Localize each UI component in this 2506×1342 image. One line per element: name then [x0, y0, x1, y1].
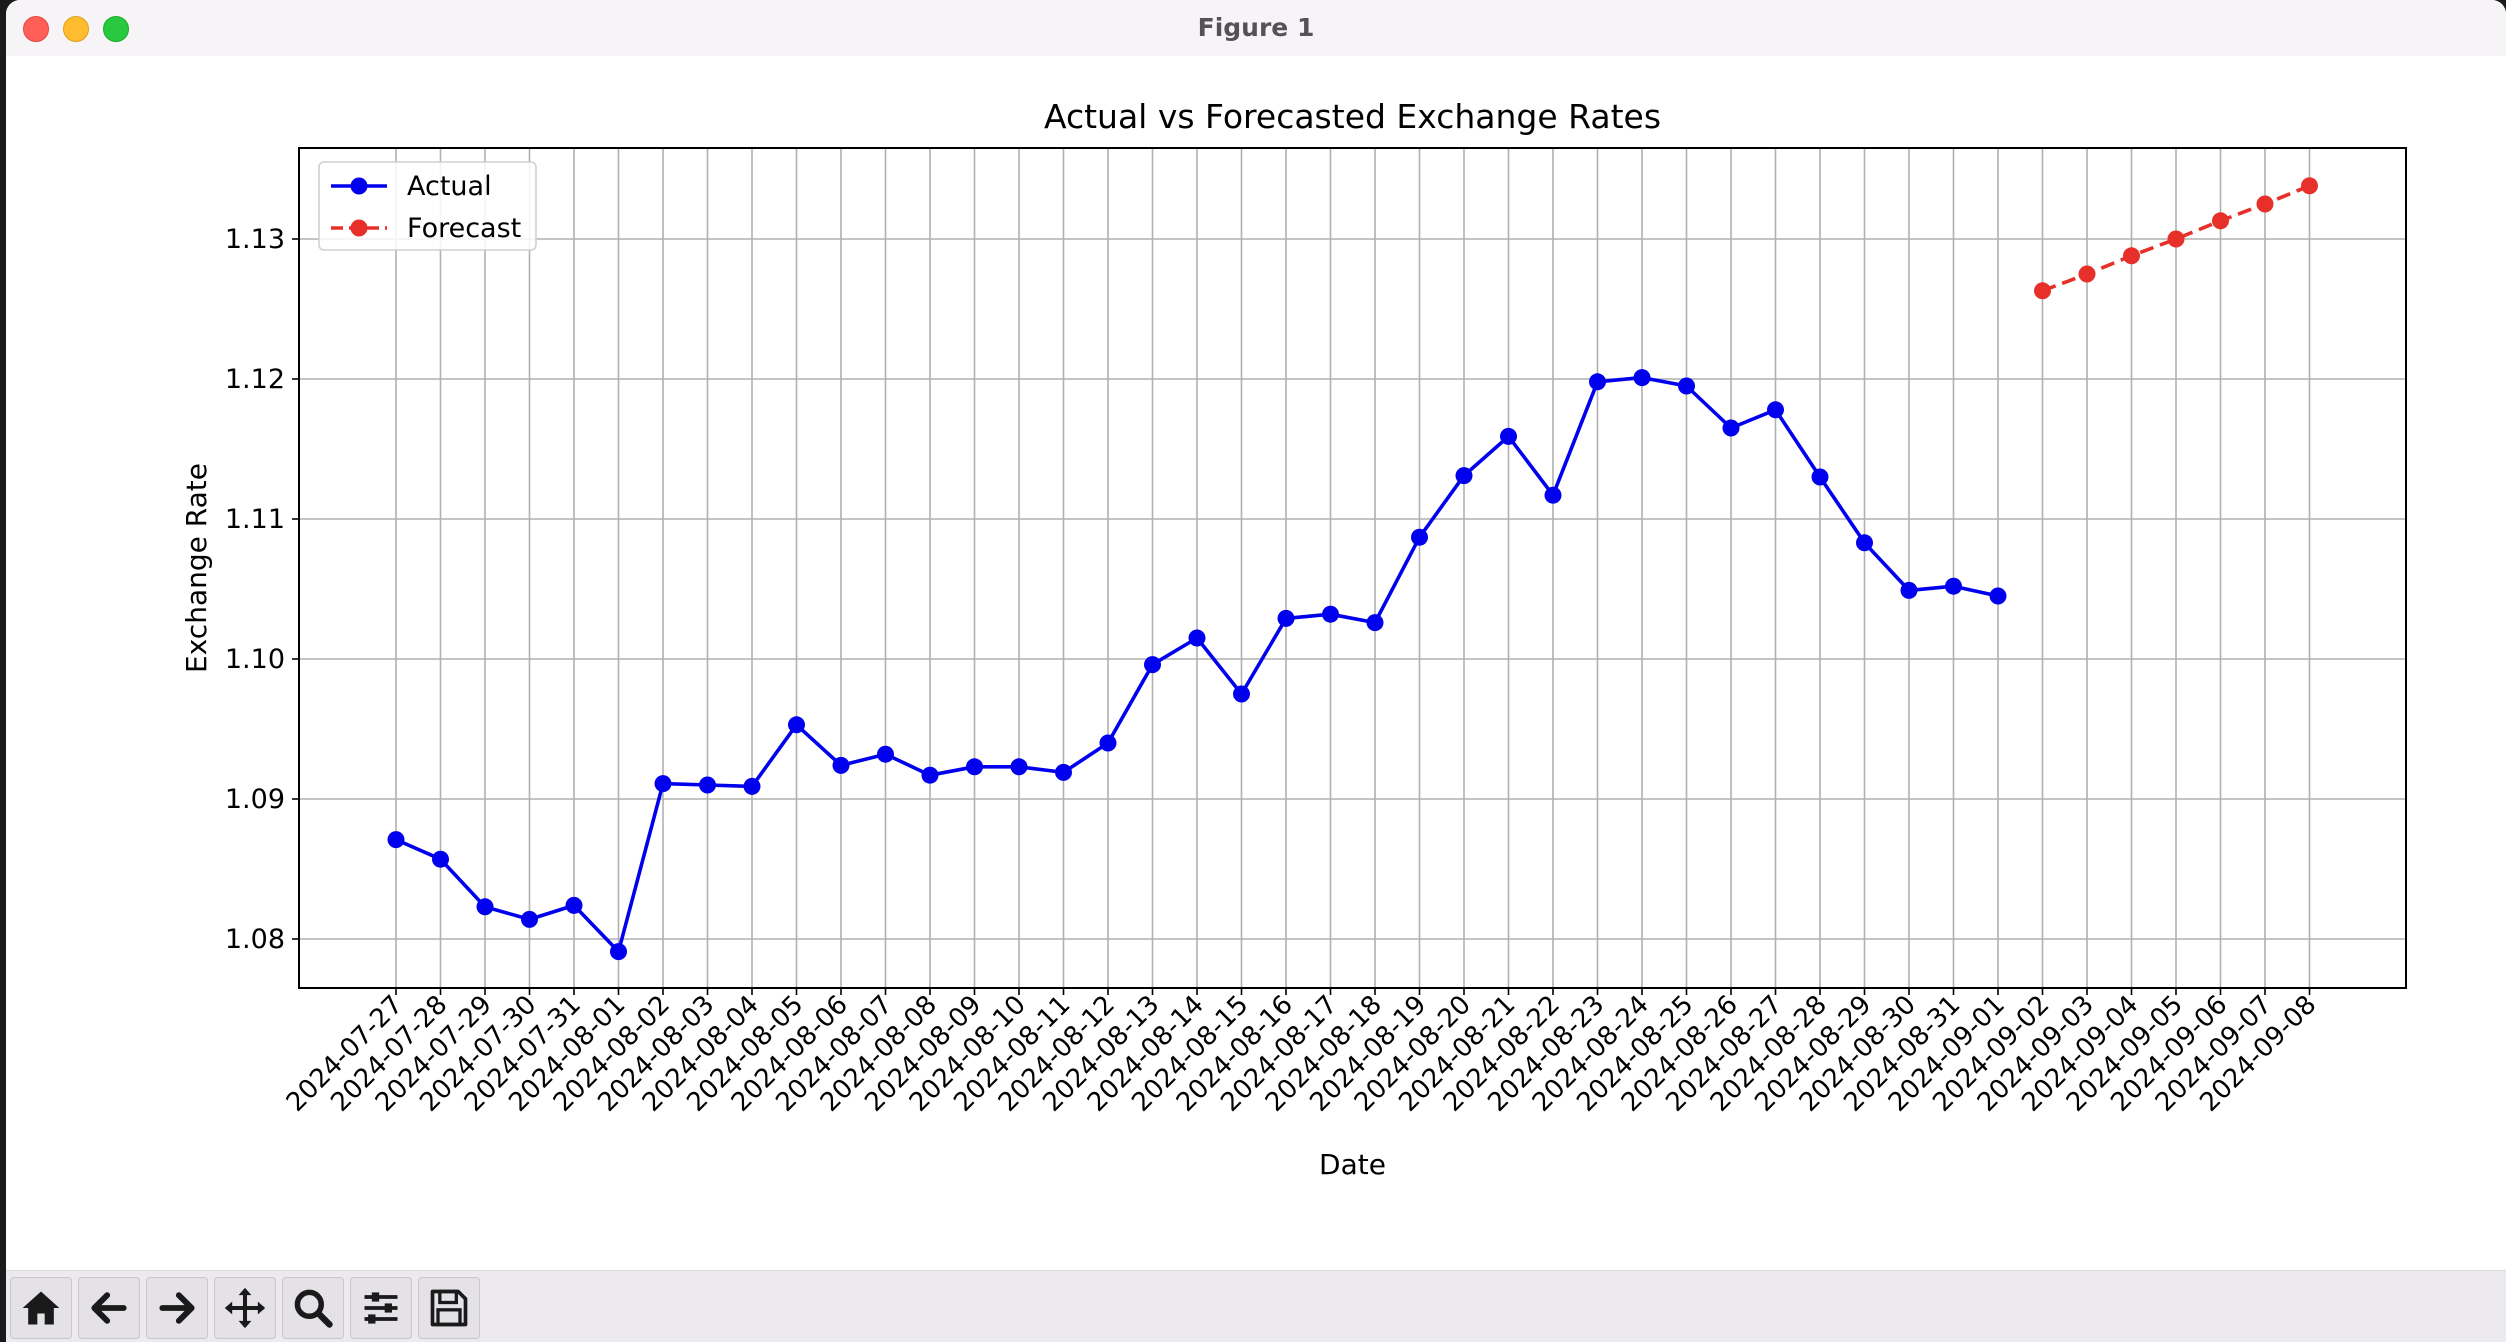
actual-legend-label: Actual — [407, 171, 492, 202]
actual-data-point — [743, 777, 761, 795]
home-button[interactable] — [10, 1277, 72, 1339]
y-tick-label: 1.11 — [225, 504, 285, 535]
actual-data-point — [1544, 486, 1562, 504]
line-chart: 2024-07-272024-07-282024-07-292024-07-30… — [180, 97, 2407, 1181]
forecast-data-point — [2256, 195, 2274, 213]
actual-data-point — [832, 756, 850, 774]
forecast-legend-marker — [350, 219, 368, 237]
actual-data-point — [476, 898, 494, 916]
actual-data-point — [699, 776, 716, 794]
actual-data-point — [1722, 419, 1740, 437]
actual-data-point — [921, 766, 939, 784]
actual-data-point — [387, 831, 405, 849]
actual-data-point — [1233, 685, 1250, 703]
forecast-data-point — [2167, 230, 2185, 248]
forecast-data-point — [2301, 177, 2318, 195]
pan-button[interactable] — [214, 1277, 276, 1339]
save-button[interactable] — [418, 1277, 480, 1339]
zoom-window-button[interactable] — [103, 16, 129, 42]
actual-data-point — [565, 896, 583, 914]
forecast-data-point — [2123, 247, 2140, 265]
zoom-button[interactable] — [282, 1277, 344, 1339]
actual-data-point — [877, 745, 894, 763]
actual-data-point — [1989, 587, 2007, 605]
actual-data-point — [432, 850, 449, 868]
navigation-toolbar — [6, 1270, 2506, 1342]
x-axis-label: Date — [1319, 1148, 1386, 1181]
forward-arrow-icon — [159, 1292, 195, 1324]
y-tick-label: 1.10 — [225, 644, 285, 675]
actual-data-point — [1856, 534, 1873, 552]
forward-button[interactable] — [146, 1277, 208, 1339]
close-window-button[interactable] — [23, 16, 49, 42]
zoom-icon — [294, 1289, 333, 1328]
pan-icon — [224, 1287, 266, 1329]
actual-data-point — [1455, 467, 1473, 485]
actual-data-point — [1144, 656, 1161, 674]
back-button[interactable] — [78, 1277, 140, 1339]
home-icon — [22, 1291, 60, 1325]
figure-window: Figure 1 2024-07-27 2024-07-28 2024-07-29 2… — [6, 0, 2506, 1342]
actual-data-point — [1055, 763, 1072, 781]
actual-data-point — [1900, 581, 1918, 599]
chart-title: Actual vs Forecasted Exchange Rates — [1044, 97, 1661, 136]
configure-subplots-icon — [364, 1292, 398, 1324]
actual-data-point — [1099, 734, 1117, 752]
actual-data-point — [1811, 468, 1829, 486]
actual-data-point — [1188, 629, 1206, 647]
actual-data-point — [1633, 369, 1651, 387]
actual-data-point — [966, 758, 983, 776]
minimize-window-button[interactable] — [63, 16, 89, 42]
actual-data-point — [521, 910, 538, 928]
actual-data-point — [1945, 577, 1962, 595]
actual-data-point — [1366, 614, 1384, 632]
actual-data-point — [1589, 373, 1606, 391]
save-icon — [430, 1289, 468, 1327]
y-tick-label: 1.13 — [225, 224, 285, 255]
forecast-data-point — [2034, 282, 2051, 300]
y-axis-label: Exchange Rate — [180, 463, 213, 673]
actual-data-point — [1678, 377, 1695, 395]
forecast-data-point — [2212, 212, 2229, 230]
actual-data-point — [1411, 528, 1428, 546]
actual-data-point — [610, 943, 627, 961]
axes-frame — [298, 147, 2407, 989]
figure-canvas: 2024-07-27 2024-07-28 2024-07-29 2024-07-30… — [6, 56, 2506, 1270]
configure-subplots-button[interactable] — [350, 1277, 412, 1339]
actual-data-point — [788, 716, 805, 734]
back-arrow-icon — [91, 1292, 127, 1324]
y-tick-label: 1.12 — [225, 364, 285, 395]
actual-data-point — [1500, 427, 1517, 445]
actual-data-point — [1767, 401, 1784, 419]
y-tick-label: 1.09 — [225, 784, 285, 815]
y-tick-label: 1.08 — [225, 924, 285, 955]
actual-legend-marker — [350, 177, 368, 195]
actual-data-point — [1010, 758, 1028, 776]
forecast-legend-label: Forecast — [407, 213, 521, 244]
actual-data-point — [1322, 605, 1339, 623]
actual-data-point — [654, 775, 672, 793]
forecast-data-point — [2078, 265, 2096, 283]
actual-data-point — [1277, 609, 1295, 627]
title-bar: Figure 1 — [6, 0, 2506, 57]
window-title: Figure 1 — [1197, 13, 1315, 42]
